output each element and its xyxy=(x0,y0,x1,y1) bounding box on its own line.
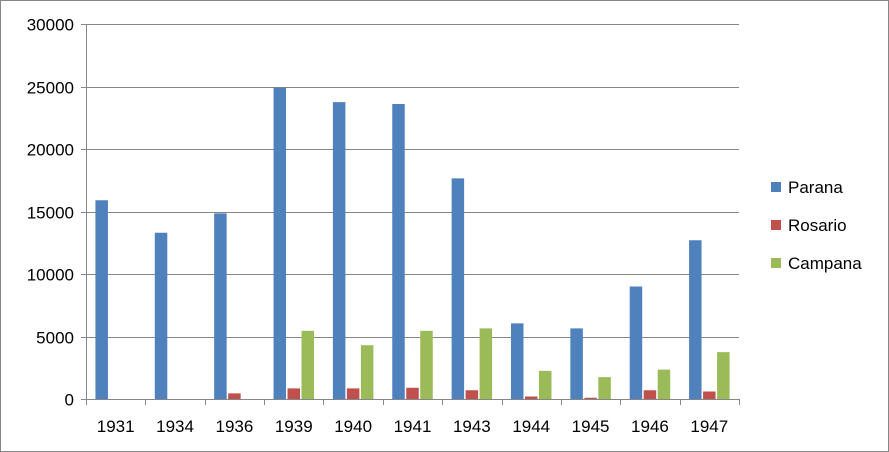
bar-rosario-1946 xyxy=(643,390,657,399)
bar-rosario-1940 xyxy=(346,388,360,399)
y-tick-label: 15000 xyxy=(27,204,74,223)
bar-campana-1946 xyxy=(657,369,671,399)
legend-swatch-campana xyxy=(771,258,781,268)
bar-rosario-1943 xyxy=(465,390,479,399)
bar-campana-1943 xyxy=(479,328,493,399)
y-tick-label: 10000 xyxy=(27,266,74,285)
bar-parana-1936 xyxy=(214,213,227,399)
bar-rosario-1947 xyxy=(703,391,716,399)
x-tick-label: 1939 xyxy=(275,417,313,436)
x-tick-label: 1940 xyxy=(334,417,372,436)
bar-rosario-1945 xyxy=(584,397,597,399)
legend-label-parana: Parana xyxy=(788,178,843,197)
bar-parana-1944 xyxy=(510,323,524,399)
x-tick-label: 1941 xyxy=(394,417,432,436)
bar-parana-1931 xyxy=(95,200,108,399)
x-tick-label: 1934 xyxy=(156,417,194,436)
y-tick-label: 5000 xyxy=(36,329,74,348)
bar-parana-1946 xyxy=(629,286,643,399)
bar-rosario-1939 xyxy=(287,388,301,399)
legend-swatch-rosario xyxy=(771,220,781,230)
bar-rosario-1944 xyxy=(524,396,538,399)
bar-campana-1940 xyxy=(360,345,374,399)
bar-campana-1944 xyxy=(538,370,552,399)
bar-parana-1943 xyxy=(451,178,465,399)
x-tick-label: 1944 xyxy=(512,417,550,436)
bar-parana-1939 xyxy=(273,87,287,399)
x-tick-label: 1945 xyxy=(572,417,610,436)
y-tick-label: 20000 xyxy=(27,141,74,160)
bar-rosario-1936 xyxy=(228,393,241,399)
x-tick-label: 1936 xyxy=(215,417,253,436)
bar-campana-1945 xyxy=(598,377,611,399)
bar-parana-1934 xyxy=(154,232,168,399)
y-tick-label: 25000 xyxy=(27,79,74,98)
y-tick-label: 0 xyxy=(65,391,74,410)
x-tick-label: 1947 xyxy=(690,417,728,436)
x-tick-label: 1931 xyxy=(97,417,135,436)
legend-label-campana: Campana xyxy=(788,254,862,273)
bar-parana-1940 xyxy=(332,102,346,399)
x-tick-label: 1946 xyxy=(631,417,669,436)
legend-label-rosario: Rosario xyxy=(788,216,847,235)
bar-campana-1947 xyxy=(717,352,730,399)
bar-campana-1939 xyxy=(301,330,315,399)
bar-rosario-1941 xyxy=(406,387,419,399)
bar-parana-1945 xyxy=(570,328,583,399)
legend-swatch-parana xyxy=(771,182,781,192)
bar-campana-1941 xyxy=(420,330,433,399)
bar-parana-1941 xyxy=(392,104,405,399)
x-tick-label: 1943 xyxy=(453,417,491,436)
y-tick-label: 30000 xyxy=(27,16,74,35)
bar-parana-1947 xyxy=(689,240,702,399)
